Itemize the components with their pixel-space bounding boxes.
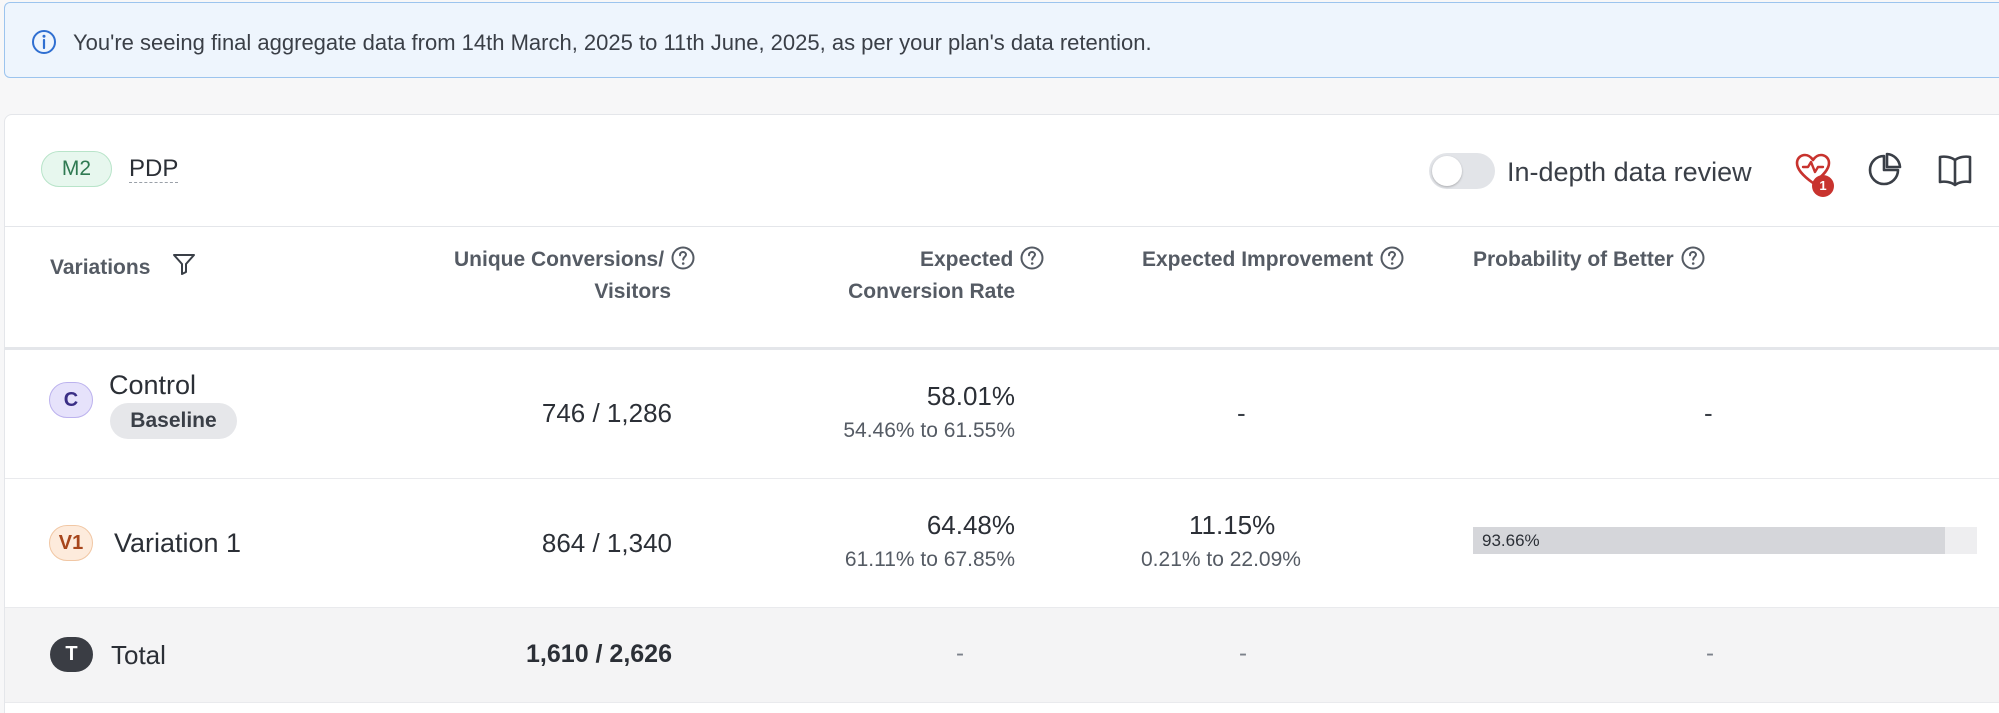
improvement-value: - <box>1239 640 1247 667</box>
variation-avatar: C <box>49 382 93 418</box>
probability-bar: 93.66% <box>1473 527 1977 554</box>
heart-pulse-icon[interactable] <box>1794 151 1832 189</box>
header-rate-line1: Expected <box>920 248 1014 271</box>
table-row-variation-1[interactable]: V1 Variation 1 864 / 1,340 64.48% 61.11%… <box>5 479 1999 608</box>
metric-tag: M2 <box>41 151 112 187</box>
rate-range: 61.11% to 67.85% <box>844 548 1015 571</box>
header-probability: Probability of Better <box>1473 244 1706 276</box>
in-depth-review-label: In-depth data review <box>1507 157 1752 187</box>
metric-report-card: M2 PDP In-depth data review 1 Variations… <box>4 114 1999 713</box>
conversions-value: 746 / 1,286 <box>541 398 672 428</box>
table-row-control[interactable]: C Control Baseline 746 / 1,286 58.01% 54… <box>5 350 1999 479</box>
probability-value: - <box>1704 398 1713 428</box>
pie-chart-icon[interactable] <box>1865 151 1903 189</box>
baseline-badge: Baseline <box>110 403 237 439</box>
data-retention-banner: You're seeing final aggregate data from … <box>4 2 1999 78</box>
variation-avatar: V1 <box>49 525 93 561</box>
rate-value: 58.01% <box>926 381 1015 411</box>
rate-value: 64.48% <box>926 510 1015 540</box>
header-improvement: Expected Improvement <box>1142 244 1405 276</box>
improvement-value: - <box>1237 398 1246 428</box>
header-improvement-label: Expected Improvement <box>1142 248 1374 271</box>
variation-avatar: T <box>50 637 93 672</box>
probability-value: - <box>1706 640 1714 667</box>
improvement-range: 0.21% to 22.09% <box>1141 548 1301 571</box>
metric-name[interactable]: PDP <box>129 155 179 183</box>
help-icon[interactable] <box>1680 245 1706 271</box>
info-circle-icon <box>32 30 56 54</box>
variation-name: Total <box>111 640 166 670</box>
help-icon[interactable] <box>1019 245 1045 271</box>
header-conversions: Unique Conversions/ <box>454 244 696 276</box>
help-icon[interactable] <box>670 245 696 271</box>
filter-icon[interactable] <box>171 251 197 277</box>
table-header: Variations Unique Conversions/ Visitors … <box>5 226 1999 350</box>
variation-name: Control <box>109 370 197 400</box>
banner-message: You're seeing final aggregate data from … <box>73 30 1152 55</box>
table-row-total: T Total 1,610 / 2,626 - - - <box>5 608 1999 703</box>
header-conversions-line2: Visitors <box>594 280 671 303</box>
conversions-value: 1,610 / 2,626 <box>526 640 672 668</box>
header-conversions-line1: Unique Conversions/ <box>454 248 665 271</box>
conversions-value: 864 / 1,340 <box>541 528 672 558</box>
probability-bar-fill <box>1473 527 1946 554</box>
header-probability-label: Probability of Better <box>1473 248 1674 271</box>
rate-value: - <box>956 640 964 667</box>
header-rate: Expected <box>920 244 1045 276</box>
toggle-knob <box>1432 156 1462 186</box>
book-icon[interactable] <box>1936 151 1974 189</box>
header-rate-line2: Conversion Rate <box>848 280 1015 303</box>
improvement-value: 11.15% <box>1189 510 1276 540</box>
rate-range: 54.46% to 61.55% <box>843 419 1015 442</box>
variation-name: Variation 1 <box>114 528 242 558</box>
help-icon[interactable] <box>1379 245 1405 271</box>
probability-value: 93.66% <box>1482 531 1540 550</box>
alert-count-badge: 1 <box>1812 175 1834 197</box>
header-variations: Variations <box>50 256 151 279</box>
in-depth-review-toggle[interactable] <box>1429 153 1495 189</box>
